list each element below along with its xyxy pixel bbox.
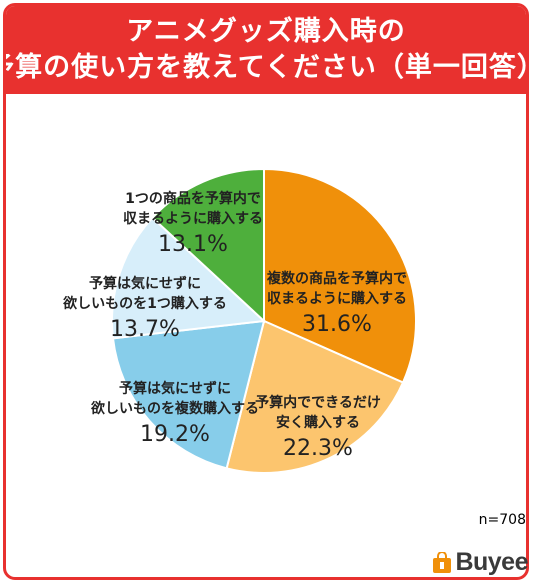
slice-label-multi-within-budget-line-2: 収まるように購入する	[267, 290, 407, 307]
chart-title-line-1: アニメグッズ購入時の	[126, 16, 406, 47]
slice-value-single-within-budget: 13.1%	[158, 232, 228, 257]
title-bar: アニメグッズ購入時の 予算の使い方を教えてください（単一回答）	[6, 6, 526, 94]
slice-label-single-ignore-budget-line-1: 予算は気にせずに	[89, 275, 201, 292]
slice-label-single-within-budget-line-1: 1つの商品を予算内で	[125, 190, 261, 207]
slice-label-cheapest-within-budget-line-2: 安く購入する	[276, 414, 360, 431]
pie-slice-single-ignore-budget	[111, 216, 267, 340]
slice-label-multi-ignore-budget-line-1: 予算は気にせずに	[119, 380, 231, 397]
sample-size-label: n=708	[478, 512, 526, 528]
pie-slice-cheapest-within-budget	[225, 319, 405, 474]
slice-label-multi-ignore-budget-line-2: 欲しいものを複数購入する	[90, 400, 259, 417]
pie-slice-multi-ignore-budget	[111, 319, 266, 470]
slice-value-cheapest-within-budget: 22.3%	[283, 436, 353, 461]
slice-label-multi-within-budget-line-1: 複数の商品を予算内で	[266, 270, 407, 287]
logo-text: Buyee	[455, 548, 528, 576]
shopping-bag-icon	[432, 550, 452, 574]
slice-label-cheapest-within-budget-line-1: 予算内でできるだけ	[255, 394, 381, 411]
buyee-logo: Buyee	[432, 548, 528, 577]
slice-value-multi-ignore-budget: 19.2%	[140, 422, 210, 447]
slice-value-multi-within-budget: 31.6%	[302, 312, 372, 337]
pie-slice-single-within-budget	[151, 167, 265, 324]
chart-frame: アニメグッズ購入時の 予算の使い方を教えてください（単一回答）	[3, 3, 529, 580]
chart-title-line-2: 予算の使い方を教えてください（単一回答）	[3, 52, 529, 83]
pie-slice-multi-within-budget	[263, 167, 417, 384]
slice-value-single-ignore-budget: 13.7%	[110, 317, 180, 342]
slice-label-single-within-budget-line-2: 収まるように購入する	[123, 210, 263, 227]
slice-label-single-ignore-budget-line-2: 欲しいものを1つ購入する	[62, 295, 227, 312]
